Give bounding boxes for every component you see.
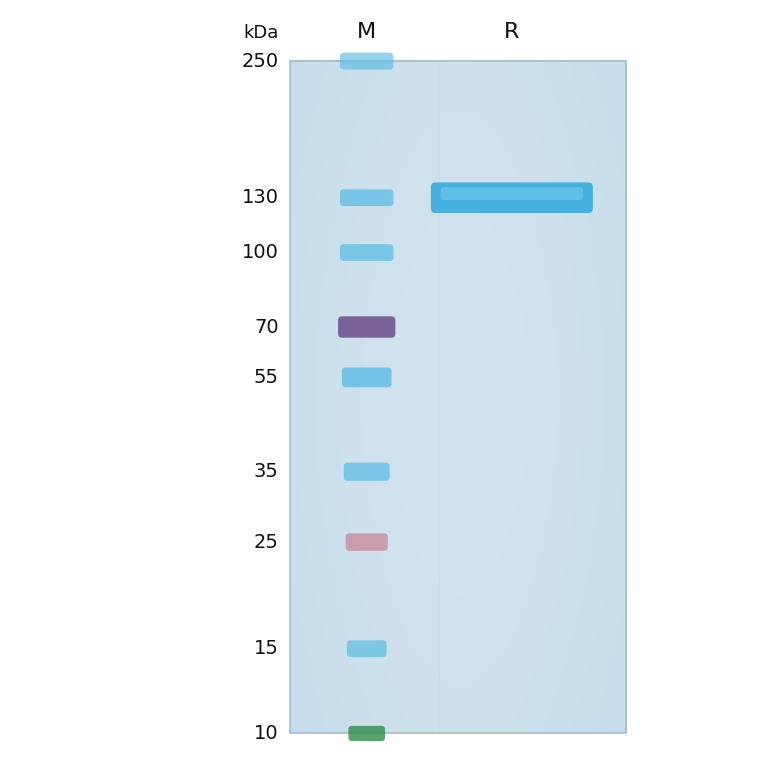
FancyBboxPatch shape bbox=[348, 726, 385, 741]
FancyBboxPatch shape bbox=[441, 187, 583, 200]
Text: R: R bbox=[504, 22, 520, 42]
Text: 100: 100 bbox=[242, 243, 279, 262]
FancyBboxPatch shape bbox=[431, 183, 593, 213]
FancyBboxPatch shape bbox=[340, 53, 393, 70]
Text: 15: 15 bbox=[254, 639, 279, 659]
Text: kDa: kDa bbox=[244, 24, 279, 42]
Bar bbox=[290, 61, 626, 733]
Text: 25: 25 bbox=[254, 533, 279, 552]
Text: 70: 70 bbox=[254, 318, 279, 336]
FancyBboxPatch shape bbox=[342, 367, 391, 387]
FancyBboxPatch shape bbox=[340, 189, 393, 206]
FancyBboxPatch shape bbox=[344, 463, 390, 481]
FancyBboxPatch shape bbox=[338, 316, 396, 338]
FancyBboxPatch shape bbox=[340, 244, 393, 261]
FancyBboxPatch shape bbox=[345, 533, 387, 551]
Text: 130: 130 bbox=[242, 188, 279, 207]
Text: 10: 10 bbox=[254, 724, 279, 743]
Text: 55: 55 bbox=[254, 368, 279, 387]
FancyBboxPatch shape bbox=[347, 640, 387, 657]
Text: M: M bbox=[357, 22, 377, 42]
Text: 35: 35 bbox=[254, 462, 279, 481]
Text: 250: 250 bbox=[241, 52, 279, 70]
